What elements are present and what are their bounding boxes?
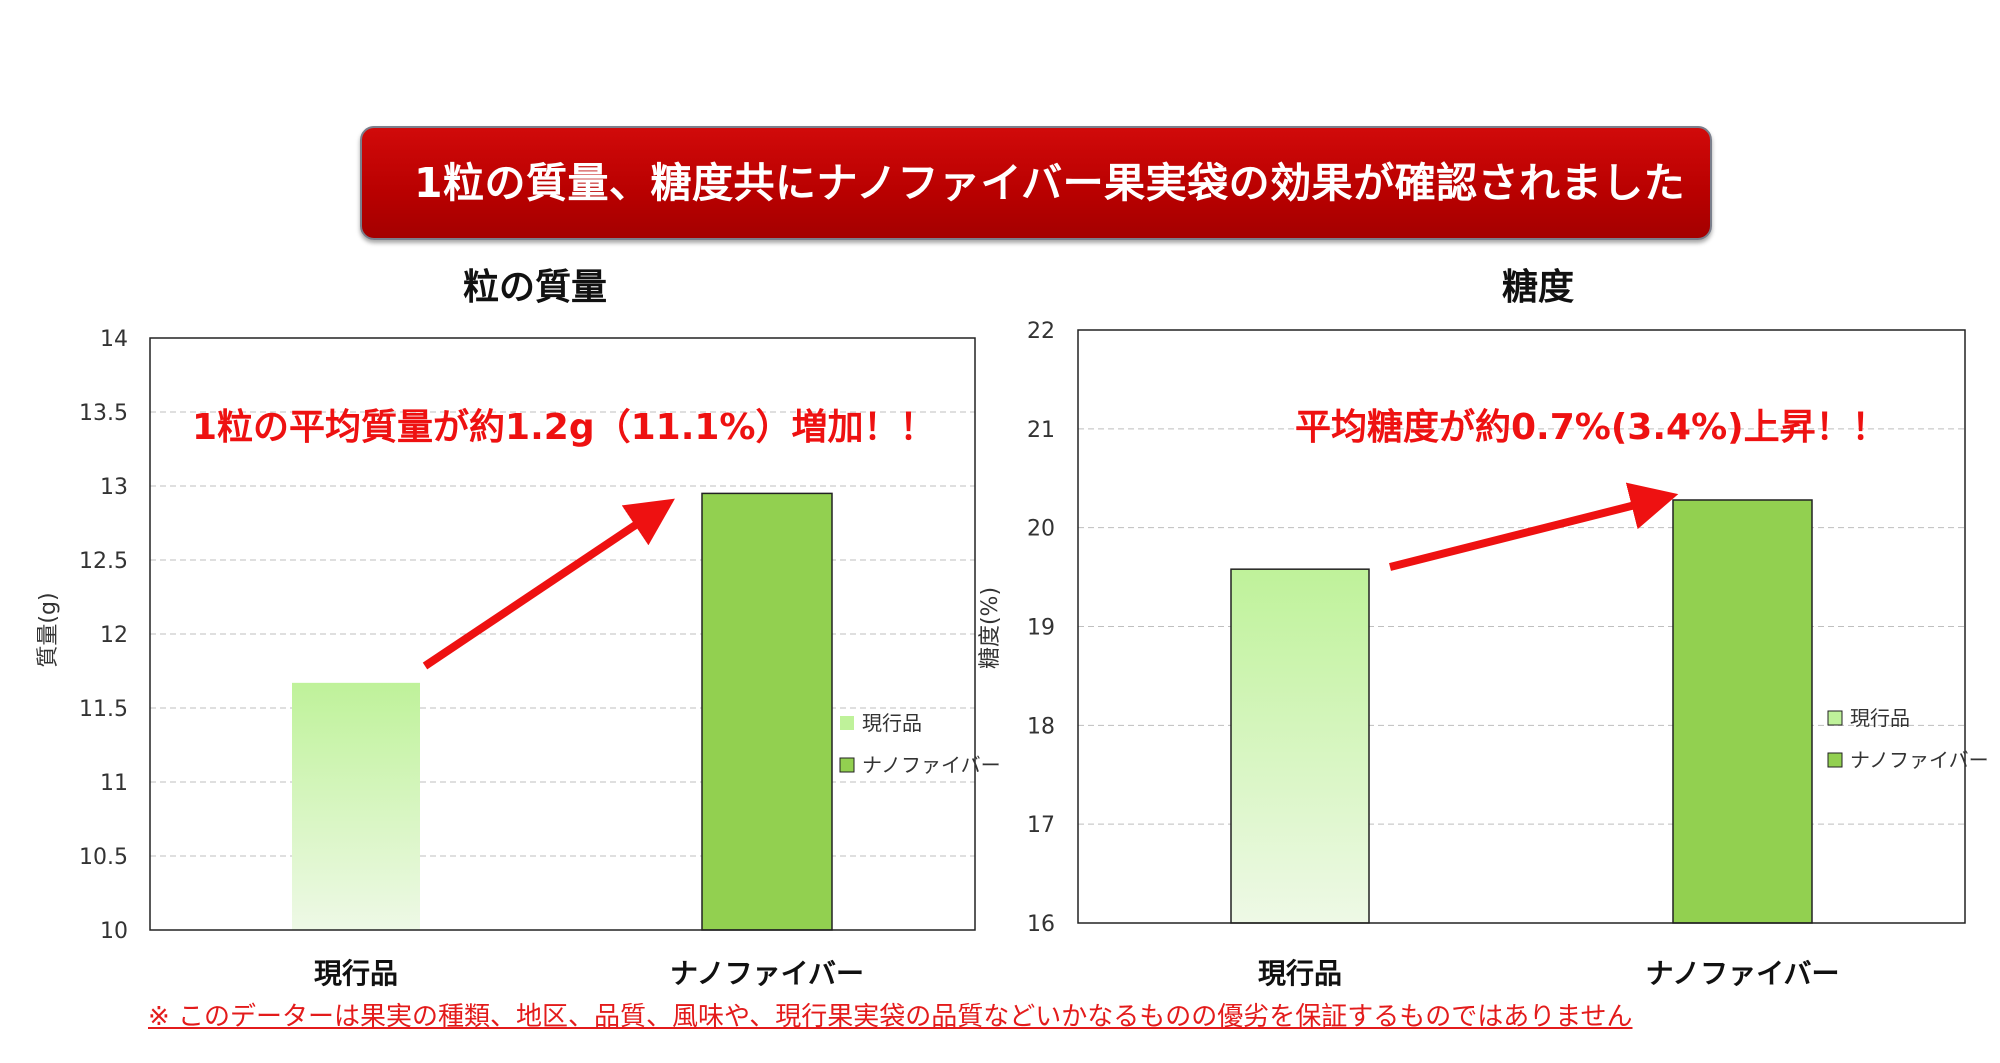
chart-title-weight: 粒の質量 <box>462 267 607 308</box>
bar-current <box>1230 568 1370 924</box>
legend-label-nanofiber: ナノファイバー <box>1850 748 1989 772</box>
y-axis-label: 糖度(%) <box>978 587 1003 669</box>
y-tick-label: 17 <box>1027 813 1055 838</box>
y-tick-label: 12.5 <box>79 549 128 574</box>
x-category-label: 現行品 <box>314 957 398 990</box>
bar-nanofiber <box>1672 499 1813 924</box>
legend-swatch-current <box>1827 710 1843 726</box>
legend-label-nanofiber: ナノファイバー <box>862 753 1001 777</box>
y-tick-label: 22 <box>1027 319 1055 344</box>
increase-arrow <box>422 498 675 670</box>
y-tick-label: 19 <box>1027 616 1055 641</box>
bar-current <box>292 682 420 930</box>
y-tick-label: 13.5 <box>79 401 128 426</box>
legend-swatch-nanofiber <box>1827 752 1843 768</box>
x-category-label: 現行品 <box>1258 957 1342 990</box>
y-tick-label: 13 <box>100 475 128 500</box>
x-category-label: ナノファイバー <box>670 957 864 990</box>
y-tick-label: 11 <box>100 771 128 796</box>
y-tick-label: 14 <box>100 327 128 352</box>
bar-nanofiber <box>701 492 833 931</box>
y-tick-label: 18 <box>1027 714 1055 739</box>
legend-label-current: 現行品 <box>862 711 922 735</box>
headline-text: 1粒の質量、糖度共にナノファイバー果実袋の効果が確認されました <box>414 159 1686 207</box>
y-axis-label: 質量(g) <box>36 592 61 667</box>
disclaimer-footnote: ※ このデーターは果実の種類、地区、品質、風味や、現行果実袋の品質などいかなるも… <box>148 1002 1633 1032</box>
legend-swatch-current <box>840 716 854 730</box>
y-tick-label: 10.5 <box>79 845 128 870</box>
plot-area <box>149 337 976 931</box>
sugar-increase-annotation: 平均糖度が約0.7%(3.4%)上昇！！ <box>1295 407 1888 448</box>
legend-swatch-nanofiber <box>839 757 855 773</box>
y-tick-label: 20 <box>1027 517 1055 542</box>
y-tick-label: 12 <box>100 623 128 648</box>
y-tick-label: 11.5 <box>79 697 128 722</box>
y-tick-label: 16 <box>1027 912 1055 937</box>
x-category-label: ナノファイバー <box>1645 957 1839 990</box>
increase-arrow <box>1389 482 1679 571</box>
legend-label-current: 現行品 <box>1850 706 1910 730</box>
y-tick-label: 21 <box>1027 418 1055 443</box>
y-tick-label: 10 <box>100 919 128 944</box>
plot-area <box>1077 329 1966 924</box>
weight-increase-annotation: 1粒の平均質量が約1.2g（11.1%）増加！！ <box>192 407 936 448</box>
headline-banner: 1粒の質量、糖度共にナノファイバー果実袋の効果が確認されました <box>360 126 1712 240</box>
chart-title-sugar: 糖度 <box>1501 267 1574 308</box>
